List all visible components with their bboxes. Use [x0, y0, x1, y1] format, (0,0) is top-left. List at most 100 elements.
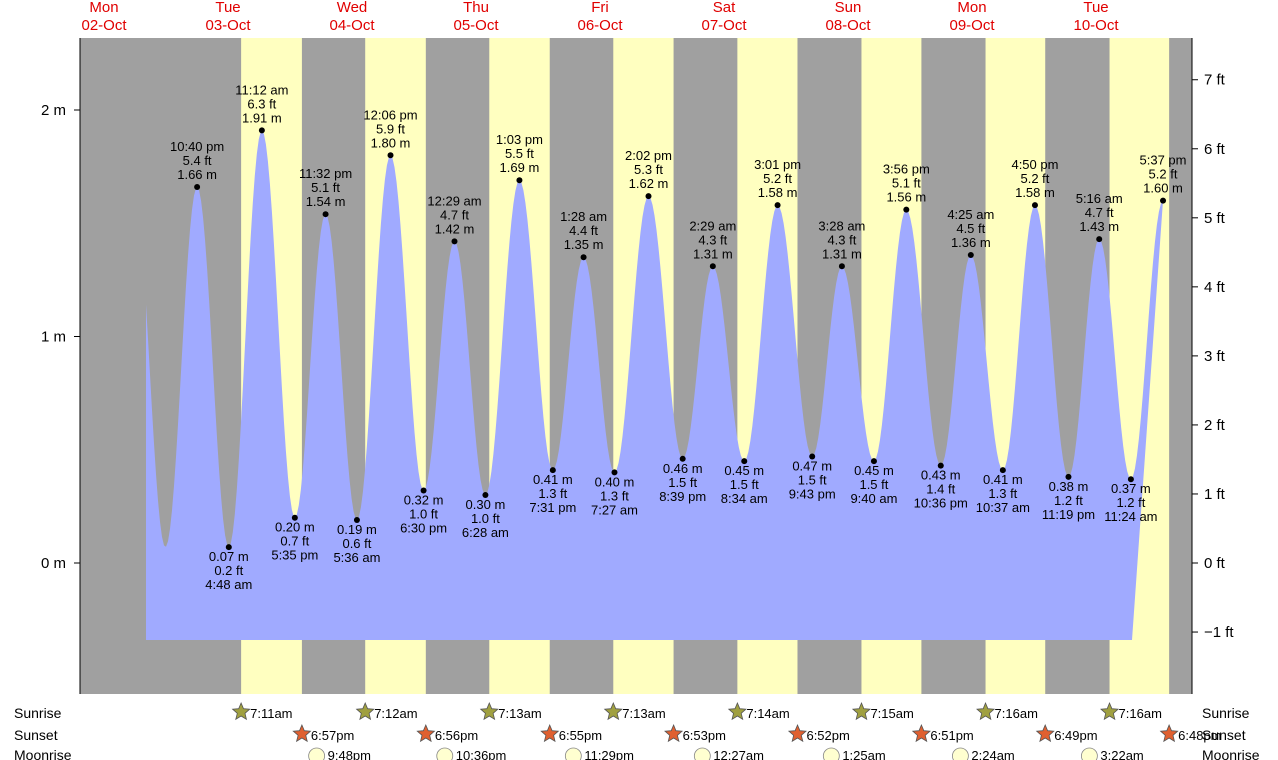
date-label: 07-Oct: [701, 17, 747, 34]
high-tide-time-label: 2:29 am: [689, 218, 736, 233]
high-tide-feet-label: 5.2 ft: [1021, 171, 1050, 186]
low-tide-meters-label: 0.37 m: [1111, 481, 1151, 496]
high-tide-time-label: 5:37 pm: [1140, 153, 1187, 168]
moonrise-time: 9:48pm: [328, 748, 371, 760]
high-tide-point: [967, 251, 974, 258]
sunrise-time: 7:14am: [746, 706, 789, 721]
sunrise-icon: [231, 701, 251, 721]
high-tide-time-label: 1:28 am: [560, 209, 607, 224]
moonrise-icon: [952, 747, 969, 760]
low-tide-time-label: 6:30 pm: [400, 521, 447, 536]
low-tide-feet-label: 1.2 ft: [1054, 493, 1083, 508]
sunrise-time: 7:11am: [250, 706, 292, 721]
low-tide-time-label: 7:31 pm: [529, 500, 576, 515]
sunset-icon: [416, 723, 436, 743]
low-tide-meters-label: 0.41 m: [983, 472, 1023, 487]
right-tick-label: 7 ft: [1204, 72, 1226, 89]
sunset-time: 6:48pm: [1178, 728, 1221, 743]
low-tide-meters-label: 0.40 m: [595, 474, 635, 489]
sunset-time: 6:53pm: [683, 728, 726, 743]
high-tide-meters-label: 1.58 m: [758, 185, 798, 200]
right-tick-label: 4 ft: [1204, 279, 1226, 296]
high-tide-meters-label: 1.31 m: [693, 246, 733, 261]
high-tide-point: [194, 184, 201, 191]
high-tide-feet-label: 4.7 ft: [1085, 205, 1114, 220]
day-of-week-label: Wed: [337, 0, 368, 16]
sunset-icon: [1159, 723, 1179, 743]
tide-extremes: 10:40 pm5.4 ft1.66 m 0.07 m0.2 ft4:48 am 1…: [170, 82, 1187, 592]
high-tide-time-label: 10:40 pm: [170, 139, 224, 154]
right-tick-label: −1 ft: [1204, 624, 1234, 641]
low-tide-point: [1065, 473, 1072, 480]
low-tide-meters-label: 0.45 m: [854, 463, 894, 478]
low-tide-feet-label: 1.2 ft: [1116, 495, 1145, 510]
high-tide-point: [387, 152, 394, 159]
day-of-week-label: Mon: [89, 0, 118, 16]
right-tick-label: 1 ft: [1204, 486, 1226, 503]
high-tide-meters-label: 1.62 m: [629, 176, 669, 191]
high-tide-meters-label: 1.60 m: [1143, 181, 1183, 196]
low-tide-point: [611, 469, 618, 476]
low-tide-point: [549, 467, 556, 474]
high-tide-feet-label: 4.3 ft: [698, 232, 727, 247]
low-tide-time-label: 5:36 am: [333, 550, 380, 565]
high-tide-point: [1031, 202, 1038, 209]
day-of-week-label: Thu: [463, 0, 489, 16]
low-tide-feet-label: 1.3 ft: [600, 488, 629, 503]
high-tide-point: [774, 202, 781, 209]
day-of-week-label: Mon: [957, 0, 986, 16]
low-tide-meters-label: 0.46 m: [663, 461, 703, 476]
sunrise-icon: [603, 701, 623, 721]
high-tide-point: [580, 254, 587, 261]
high-tide-point: [838, 263, 845, 270]
date-label: 05-Oct: [453, 17, 499, 34]
high-tide-meters-label: 1.56 m: [886, 190, 926, 205]
sunset-time: 6:52pm: [806, 728, 849, 743]
sunrise-icon: [355, 701, 375, 721]
high-tide-feet-label: 5.1 ft: [892, 176, 921, 191]
right-axis-feet: −1 ft 0 ft 1 ft 2 ft 3 ft 4 ft 5 ft 6 ft 7 ft: [1191, 38, 1234, 694]
low-tide-time-label: 9:40 am: [850, 491, 897, 506]
low-tide-feet-label: 1.3 ft: [538, 486, 567, 501]
right-tick-label: 0 ft: [1204, 555, 1226, 572]
sunset-icon: [664, 723, 684, 743]
high-tide-point: [258, 127, 265, 134]
high-tide-point: [645, 193, 652, 200]
day-labels: Mon02-OctTue03-OctWed04-OctThu05-OctFri0…: [81, 0, 1119, 34]
sunrise-time: 7:13am: [622, 706, 665, 721]
high-tide-feet-label: 5.2 ft: [1149, 167, 1178, 182]
low-tide-meters-label: 0.32 m: [404, 493, 444, 508]
high-tide-time-label: 5:16 am: [1076, 191, 1123, 206]
sunset-icon: [292, 723, 312, 743]
moonrise-time: 11:29pm: [584, 748, 634, 760]
sunrise-row-label-right: Sunrise: [1202, 705, 1250, 721]
left-tick-label: 0 m: [41, 555, 66, 572]
low-tide-time-label: 8:39 pm: [659, 489, 706, 504]
low-tide-point: [1127, 476, 1134, 483]
date-label: 04-Oct: [329, 17, 375, 34]
low-tide-feet-label: 1.5 ft: [668, 475, 697, 490]
moonrise-icon: [822, 747, 840, 760]
high-tide-meters-label: 1.31 m: [822, 246, 862, 261]
low-tide-feet-label: 1.0 ft: [471, 511, 500, 526]
right-tick-label: 6 ft: [1204, 141, 1226, 158]
sunrise-icon: [976, 701, 996, 721]
moonrise-row-label-left: Moonrise: [14, 747, 72, 760]
sunset-icon: [540, 723, 560, 743]
low-tide-time-label: 10:36 pm: [914, 496, 968, 511]
low-tide-feet-label: 1.0 ft: [409, 507, 438, 522]
high-tide-meters-label: 1.66 m: [177, 167, 217, 182]
low-tide-point: [353, 516, 360, 523]
high-tide-time-label: 1:03 pm: [496, 132, 543, 147]
sunrise-icon: [727, 701, 747, 721]
moonrise-time: 2:24am: [971, 748, 1014, 760]
tide-water-area: [146, 130, 1163, 640]
sunrise-time: 7:16am: [1119, 706, 1162, 721]
low-tide-meters-label: 0.41 m: [533, 472, 573, 487]
low-tide-feet-label: 1.4 ft: [926, 482, 955, 497]
low-tide-time-label: 5:35 pm: [271, 548, 318, 563]
low-tide-meters-label: 0.30 m: [466, 497, 506, 512]
high-tide-feet-label: 5.2 ft: [763, 171, 792, 186]
high-tide-meters-label: 1.54 m: [306, 194, 346, 209]
